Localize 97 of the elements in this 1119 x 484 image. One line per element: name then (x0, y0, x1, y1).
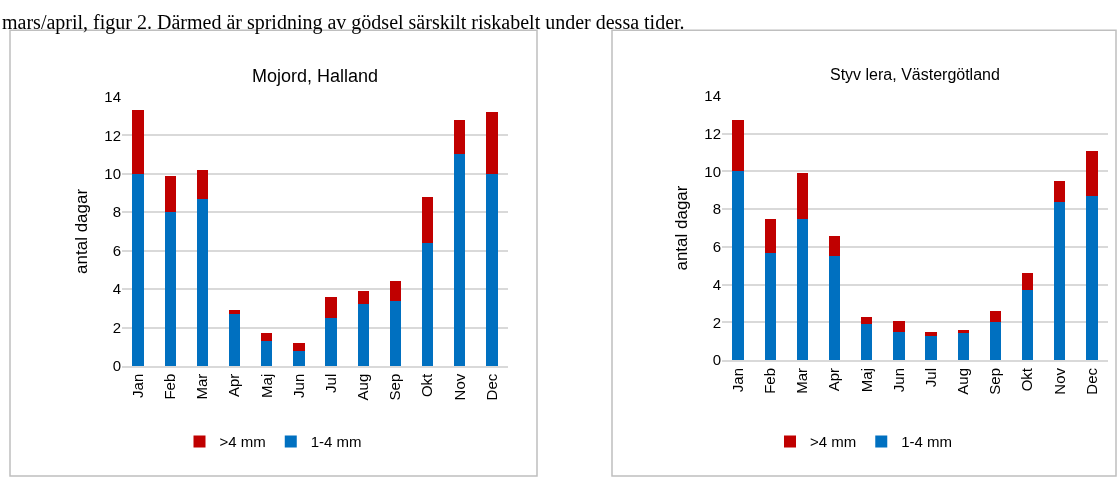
bar (764, 218, 776, 253)
bar (796, 218, 809, 361)
bar (486, 112, 498, 174)
x-tick-label: Okt (418, 372, 436, 398)
bar (1021, 290, 1034, 361)
bar (228, 314, 241, 366)
y-tick-label: 14 (704, 87, 721, 105)
y-tick-label: 4 (712, 275, 721, 293)
bar (1086, 195, 1098, 361)
bar (325, 317, 337, 366)
y-tick-label: 8 (112, 203, 121, 221)
bar (421, 242, 434, 366)
x-tick-label: Maj (857, 367, 875, 393)
x-tick-label: Jul (921, 367, 939, 388)
bar (164, 212, 176, 366)
legend-label: >4 mm (219, 433, 266, 451)
bar (261, 333, 273, 341)
x-tick-label: Aug (954, 367, 972, 395)
x-tick-label: Nov (450, 373, 468, 401)
x-tick-label: Apr (825, 367, 843, 392)
y-tick-label: 12 (104, 126, 121, 144)
x-tick-label: Dec (482, 373, 500, 401)
y-tick-label: 6 (712, 238, 721, 256)
x-tick-label: Jan (128, 373, 146, 398)
x-tick-label: Jun (889, 367, 907, 393)
x-tick-label: Sep (386, 373, 404, 401)
bar (357, 304, 369, 366)
bar (796, 173, 809, 219)
bar (893, 320, 905, 332)
bar (132, 110, 144, 174)
bar (1086, 150, 1098, 196)
bar (132, 173, 144, 366)
y-tick-label: 10 (104, 164, 121, 182)
y-tick-label: 2 (712, 313, 721, 331)
bar (732, 171, 744, 361)
x-tick-label: Mar (793, 367, 811, 394)
bar (389, 300, 402, 366)
legend-label: 1-4 mm (310, 433, 362, 451)
bar (925, 331, 937, 336)
y-tick-label: 10 (704, 162, 721, 180)
x-tick-label: Feb (161, 373, 179, 400)
x-tick-label: Jul (321, 373, 339, 393)
x-tick-label: Mar (193, 373, 211, 400)
x-tick-label: Aug (354, 373, 372, 401)
x-tick-label: Jun (289, 373, 307, 398)
bar (957, 331, 969, 361)
bar (861, 324, 873, 361)
text: mars/april, figur 2. Därmed är spridning av gödsel särskilt riskabelt under dessa tider. (2, 11, 685, 34)
chart-title: Mojord, Halland (252, 66, 379, 86)
x-tick-label: Feb (761, 367, 779, 394)
bar (989, 322, 1002, 361)
bar (261, 341, 273, 366)
y-axis-title: antal dagar (671, 185, 691, 271)
bar (293, 342, 305, 351)
x-tick-label: Nov (1050, 367, 1068, 395)
chart-title: Styv lera, Västergötland (830, 66, 1000, 83)
y-axis-title: antal dagar (71, 188, 91, 274)
bar (454, 119, 466, 155)
bar (957, 330, 969, 333)
bar (989, 311, 1002, 323)
bar (196, 169, 209, 199)
bar (486, 173, 498, 366)
bar (196, 198, 209, 366)
y-tick-label: 2 (112, 318, 121, 336)
bar (325, 296, 337, 318)
bar (357, 291, 369, 305)
y-tick-label: 14 (104, 88, 121, 106)
bar (228, 310, 241, 315)
bar (764, 252, 776, 361)
legend-label: >4 mm (810, 433, 857, 451)
bar (925, 335, 937, 361)
y-tick-label: 6 (112, 241, 121, 259)
y-tick-label: 8 (712, 200, 721, 218)
y-tick-label: 12 (704, 124, 721, 142)
x-tick-label: Apr (225, 373, 243, 398)
bar (1054, 201, 1066, 361)
x-tick-label: Maj (257, 373, 275, 398)
bar (861, 316, 873, 325)
bar (1054, 180, 1066, 202)
x-tick-label: Sep (986, 367, 1004, 395)
bar (893, 331, 905, 361)
bar (1021, 273, 1034, 291)
bar (828, 256, 841, 361)
y-tick-label: 4 (112, 280, 121, 298)
bar (389, 281, 402, 301)
y-tick-label: 0 (712, 351, 721, 369)
bar (421, 196, 434, 243)
bar (454, 154, 466, 366)
bar (828, 235, 841, 257)
x-tick-label: Okt (1018, 367, 1036, 392)
x-tick-label: Dec (1082, 367, 1100, 395)
bar (164, 175, 176, 213)
x-tick-label: Jan (728, 367, 746, 393)
bar (732, 120, 744, 172)
legend-label: 1-4 mm (901, 433, 953, 451)
y-tick-label: 0 (112, 357, 121, 375)
bar (293, 350, 305, 366)
